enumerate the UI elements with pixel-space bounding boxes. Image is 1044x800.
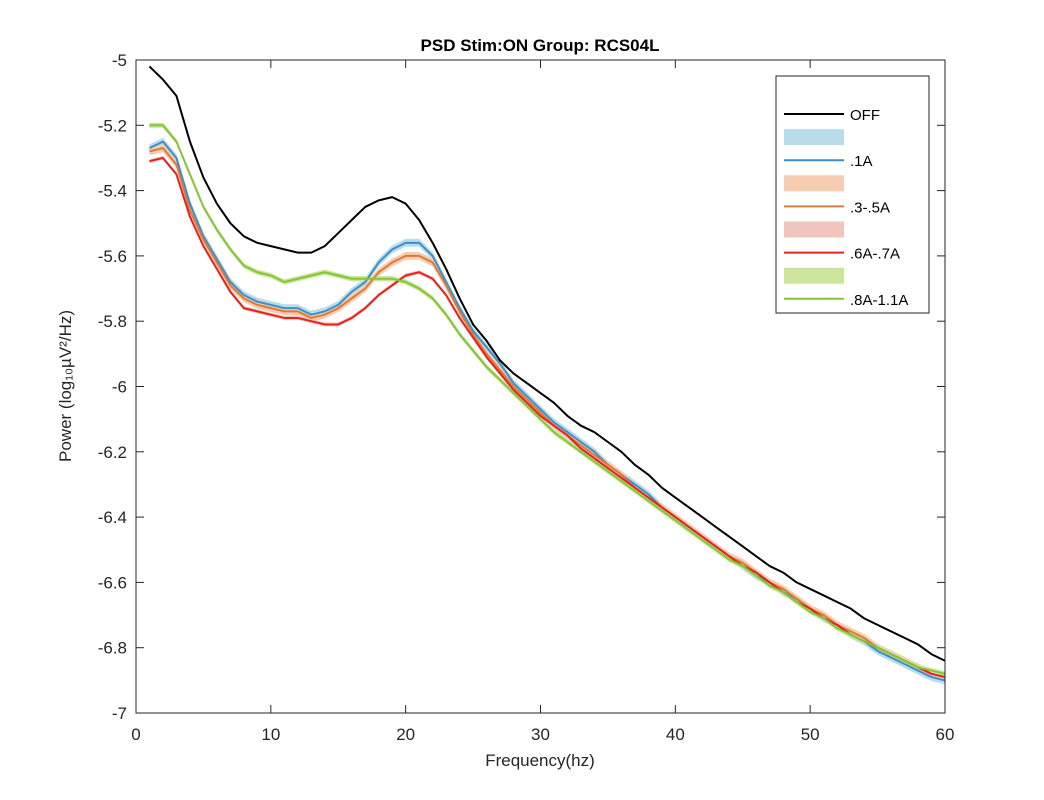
y-tick-label: -5.8 [98,312,127,331]
y-tick-label: -6 [112,378,127,397]
y-tick-label: -5 [112,51,127,70]
legend-swatch-patch [784,175,844,192]
x-tick-label: 20 [396,725,415,744]
y-axis-label: Power (log₁₀µV²/Hz) [56,310,75,462]
y-tick-label: -6.2 [98,443,127,462]
x-axis-label: Frequency(hz) [485,751,595,770]
y-tick-label: -6.6 [98,573,127,592]
y-tick-label: -6.8 [98,639,127,658]
y-tick-label: -7 [112,704,127,723]
series-line-4 [149,124,946,675]
chart-title: PSD Stim:ON Group: RCS04L [421,36,660,55]
legend-label: .8A-1.1A [850,292,908,309]
legend: OFF .1A .3-.5A .6A-.7A .8A-1.1A [775,75,930,314]
x-tick-label: 0 [131,725,140,744]
x-tick-label: 50 [801,725,820,744]
series-line-3 [149,156,946,679]
y-tick-label: -5.6 [98,247,127,266]
legend-items: OFF .1A .3-.5A .6A-.7A .8A-1.1A [784,107,908,309]
x-tick-label: 40 [666,725,685,744]
axis-ticks: 0 10 20 30 40 50 60 -5 -5.2 -5.4 -5.6 -5.8 -6 -6.2 -6.… [98,51,955,744]
series-lines [148,65,946,682]
y-tick-label: -6.4 [98,508,127,527]
legend-label: .3-.5A [850,199,890,216]
x-tick-label: 10 [261,725,280,744]
y-tick-label: -5.4 [98,182,127,201]
legend-swatch-patch [784,129,844,146]
legend-label: .6A-.7A [850,246,900,263]
y-tick-label: -5.2 [98,116,127,135]
series-line-0 [148,65,946,662]
legend-swatch-patch [784,221,844,238]
x-tick-label: 30 [531,725,550,744]
legend-label: OFF [850,107,880,124]
legend-label: .1A [850,153,873,170]
x-tick-label: 60 [936,725,955,744]
legend-swatch-patch [784,267,844,284]
